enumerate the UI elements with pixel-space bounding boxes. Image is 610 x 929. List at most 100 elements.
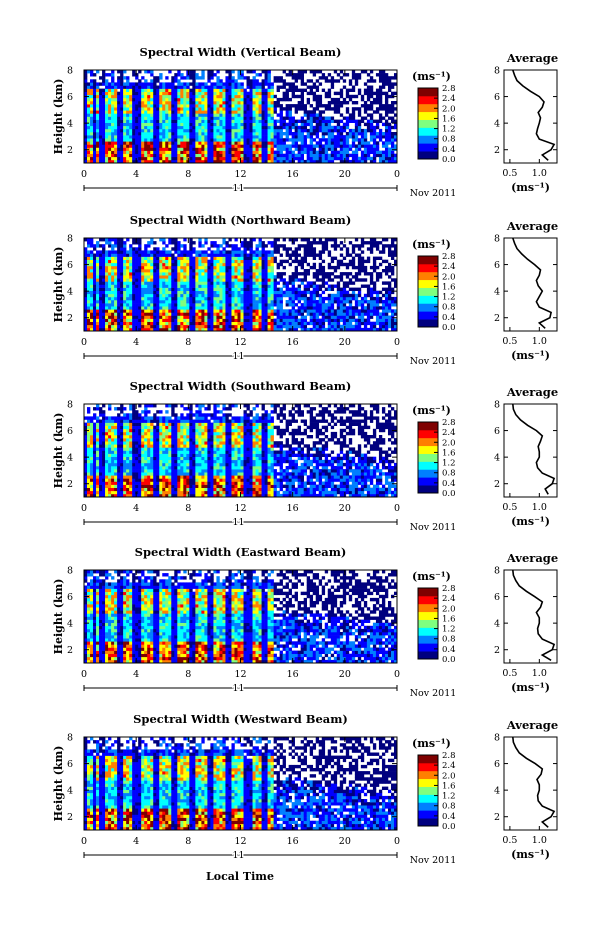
panel-1-cell <box>249 101 253 105</box>
panel-1-cell <box>231 138 235 142</box>
panel-2-cell <box>201 303 205 307</box>
panel-2-cell <box>189 327 193 332</box>
panel-1-cell <box>198 91 202 96</box>
panel-1-cell <box>240 113 244 117</box>
panel-1-cell <box>282 116 286 120</box>
panel-2-cell <box>192 269 196 273</box>
panel-1-cell <box>261 101 265 105</box>
panel-1-cell <box>96 94 100 99</box>
panel-1-cell <box>129 141 133 145</box>
panel-2-cell <box>138 244 142 248</box>
panel-1-cell <box>243 94 247 99</box>
panel-2-cell <box>231 324 235 329</box>
panel-1-cell <box>138 110 142 114</box>
panel-2-cell <box>126 284 130 288</box>
panel-2-cell <box>222 318 226 322</box>
panel-1-cell <box>189 125 193 130</box>
panel-1-cell <box>174 91 178 96</box>
panel-1-cell <box>312 107 317 111</box>
panel-2-cell <box>198 306 202 310</box>
panel-2-cell <box>207 272 211 276</box>
panel-1-cell <box>384 73 389 77</box>
panel-1-cell <box>339 113 344 117</box>
panel-1-cell <box>96 101 100 105</box>
panel-1-cell <box>186 141 190 145</box>
panel-2-cell <box>87 253 91 257</box>
panel-1-cell <box>252 70 256 74</box>
panel-2-cell <box>99 324 103 329</box>
panel-1-cell <box>267 94 271 99</box>
panel-1-cell <box>261 159 265 164</box>
panel-2-cell <box>312 287 317 291</box>
panel-1-cell <box>210 73 214 77</box>
panel-1-cell <box>261 153 265 158</box>
panel-2-cell <box>285 284 289 288</box>
panel-1-cell <box>288 147 292 151</box>
panel-1-cell <box>213 122 217 127</box>
panel-1-cell <box>372 132 377 136</box>
panel-2-cell <box>216 262 220 267</box>
panel-1-cell <box>135 128 139 133</box>
panel-2-cell <box>213 281 217 285</box>
panel-1-cell <box>174 113 178 117</box>
panel-2-cell <box>141 275 145 279</box>
panel-2-cell <box>309 318 314 322</box>
panel-2-cell <box>189 265 193 270</box>
panel-2-cell <box>201 259 205 264</box>
panel-2-cell <box>153 272 157 276</box>
panel-2-cell <box>186 293 190 298</box>
panel-2-cell <box>165 327 169 332</box>
panel-2-cell <box>126 256 130 260</box>
panel-1-cell <box>96 122 100 127</box>
panel-1-cell <box>324 116 329 120</box>
panel-2-cell <box>300 293 304 298</box>
panel-1-colorbar-tick-label: 0.4 <box>442 145 456 155</box>
panel-1-cell <box>96 153 100 158</box>
panel-2-cell <box>321 324 326 329</box>
panel-1-cell <box>393 138 398 142</box>
panel-1-cell <box>264 91 268 96</box>
panel-2-cell <box>252 281 256 285</box>
panel-1-cell <box>324 138 329 142</box>
panel-1-cell <box>180 122 184 127</box>
panel-2-cell <box>267 253 271 257</box>
panel-2-cell <box>222 327 226 332</box>
panel-2-cell <box>90 300 94 304</box>
panel-2-cell <box>261 269 265 273</box>
panel-2-cell <box>174 296 178 301</box>
panel-2-cell <box>243 312 247 316</box>
panel-1-cell <box>267 119 271 123</box>
panel-2-cell <box>309 253 314 257</box>
panel-2-cell <box>300 262 304 267</box>
panel-2-cell <box>297 306 301 310</box>
panel-1-cell <box>390 138 395 142</box>
panel-2-cell <box>171 306 175 310</box>
panel-1-cell <box>345 116 350 120</box>
panel-2-cell <box>336 296 341 301</box>
panel-2-cell <box>150 241 154 245</box>
panel-2-cell <box>180 287 184 291</box>
panel-1-cell <box>288 82 292 86</box>
panel-1-cell <box>267 76 271 80</box>
panel-1-cell <box>240 116 244 120</box>
panel-1-cell <box>294 94 298 99</box>
panel-1-cell <box>348 153 353 158</box>
panel-1-cell <box>375 119 380 123</box>
panel-2-cell <box>246 318 250 322</box>
panel-1-cell <box>303 70 308 74</box>
panel-1-cell <box>369 135 374 139</box>
panel-2-cell <box>213 250 217 254</box>
panel-1-cell <box>297 135 301 139</box>
panel-1-cell <box>123 104 127 108</box>
panel-2-cell <box>285 253 289 257</box>
panel-2-cell <box>177 300 181 304</box>
panel-1-cell <box>159 82 163 86</box>
panel-2-cell <box>210 250 214 254</box>
panel-2-cell <box>105 327 109 332</box>
panel-2-cell <box>234 284 238 288</box>
panel-2-cell <box>126 318 130 322</box>
panel-1-colorbar-tick-label: 2.8 <box>442 84 456 94</box>
panel-1-cell <box>318 122 323 127</box>
panel-2-cell <box>315 303 320 307</box>
panel-1-cell <box>204 110 208 114</box>
